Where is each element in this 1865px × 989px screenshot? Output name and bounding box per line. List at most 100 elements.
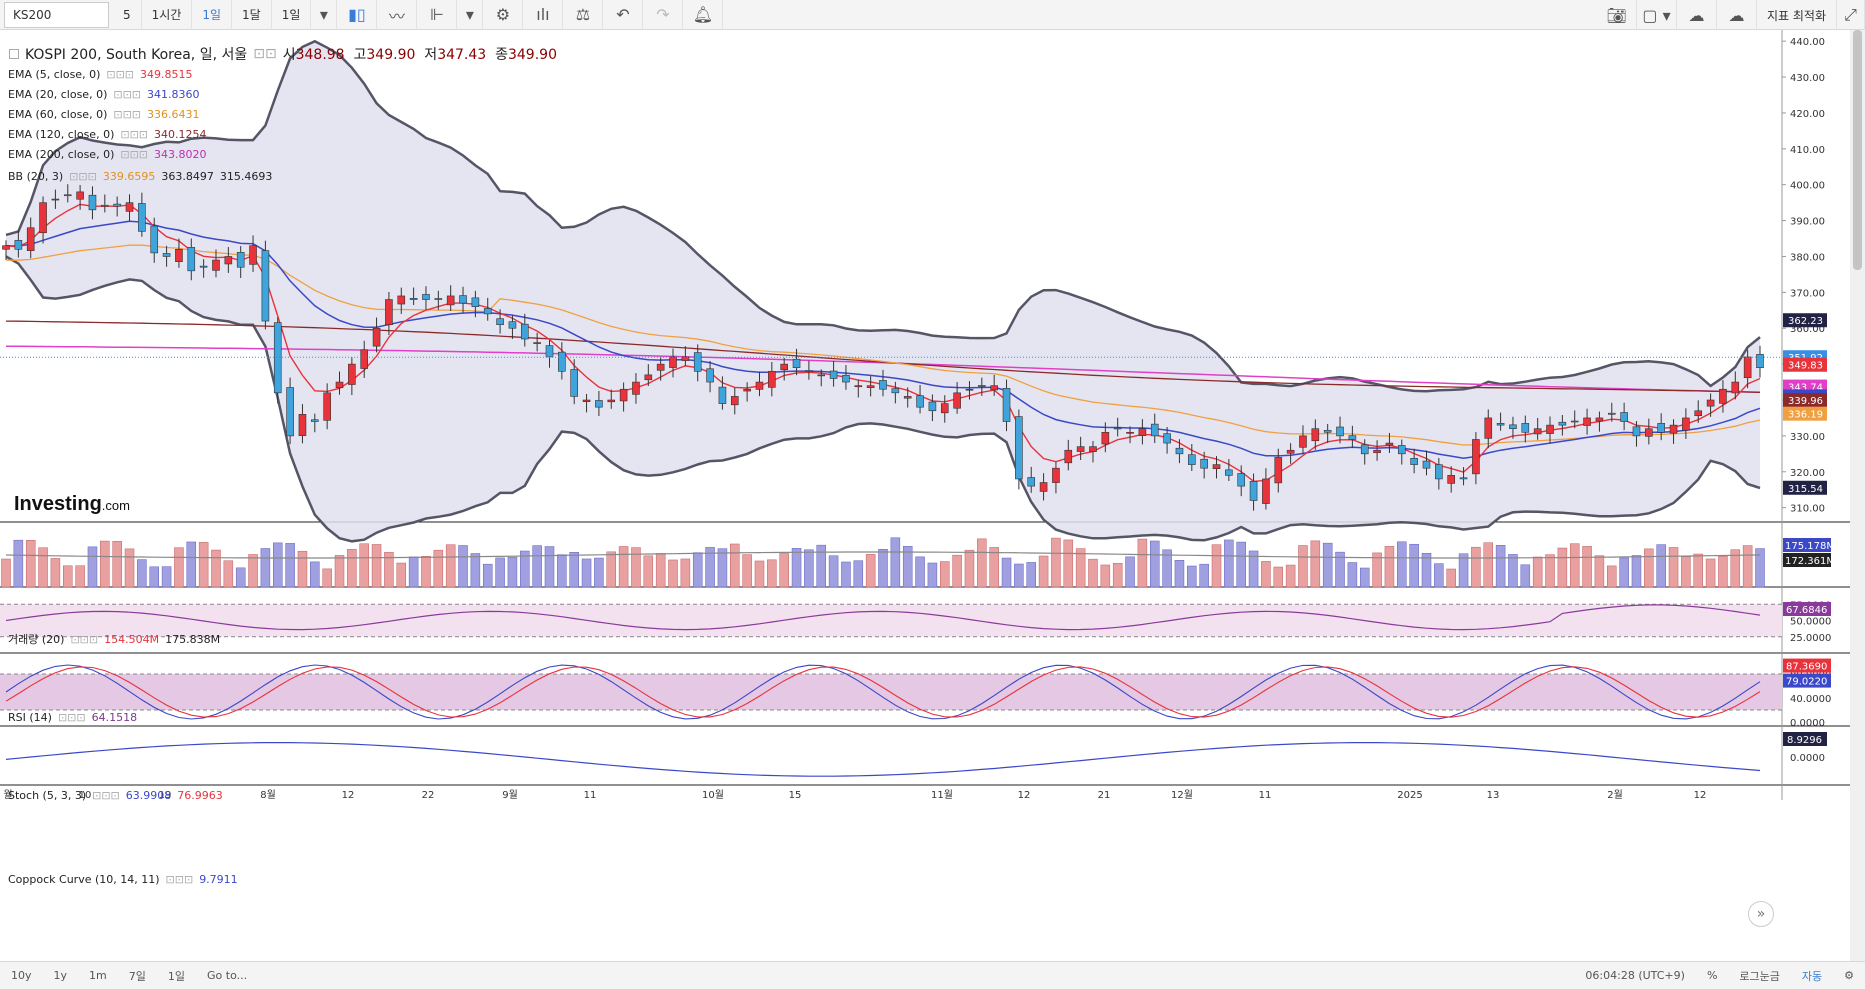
volume-bars bbox=[1, 537, 1765, 588]
alert-icon[interactable]: 🔔︎ bbox=[683, 0, 724, 30]
ema-settings-icons[interactable]: ⊡⊡⊡ bbox=[120, 148, 149, 161]
candle-body bbox=[1496, 423, 1505, 426]
close-value: 349.90 bbox=[507, 47, 557, 63]
line-chart-icon[interactable]: 〰 bbox=[377, 0, 418, 30]
range-1m[interactable]: 1m bbox=[89, 969, 107, 982]
rsi-settings-icons[interactable]: ⊡⊡⊡ bbox=[57, 711, 86, 724]
candle-body bbox=[965, 388, 974, 391]
undo-icon[interactable]: ↶ bbox=[603, 0, 644, 30]
rsi-band bbox=[0, 604, 1782, 637]
stoch-settings-icons[interactable]: ⊡⊡⊡ bbox=[92, 789, 120, 802]
volume-bar bbox=[137, 559, 147, 588]
stoch-tick-label: 0.0000 bbox=[1790, 718, 1825, 729]
candle-body bbox=[1286, 449, 1295, 454]
x-tick-label: 12 bbox=[1018, 790, 1031, 801]
volume-bar bbox=[174, 547, 184, 588]
ohlc-readout: 시348.98 고349.90 저347.43 종349.90 bbox=[283, 44, 557, 64]
ema-settings-icons[interactable]: ⊡⊡⊡ bbox=[113, 88, 142, 101]
cloud-download-icon[interactable]: ☁ bbox=[1677, 0, 1717, 30]
candle-body bbox=[323, 392, 331, 421]
bb-lower-line bbox=[5, 255, 1761, 543]
coppock-settings-icons[interactable]: ⊡⊡⊡ bbox=[165, 873, 194, 886]
close-label: 종 bbox=[495, 47, 508, 63]
candle-body bbox=[212, 259, 220, 271]
candle-body bbox=[903, 396, 912, 399]
volume-bar bbox=[557, 554, 567, 588]
candle-body bbox=[1422, 460, 1431, 469]
camera-icon[interactable]: 📷︎ bbox=[1597, 0, 1637, 30]
interval-5[interactable]: 5 bbox=[113, 0, 142, 30]
volume-bar bbox=[1359, 567, 1370, 588]
candle-body bbox=[1385, 442, 1394, 446]
candle-body bbox=[558, 351, 566, 372]
percent-toggle[interactable]: % bbox=[1706, 969, 1718, 982]
indicators-icon[interactable]: ılı bbox=[523, 0, 564, 30]
draw-dropdown-icon[interactable]: ▾ bbox=[457, 0, 484, 30]
volume-bar bbox=[347, 549, 357, 588]
bb-upper-value: 363.8497 bbox=[161, 170, 214, 183]
scroll-right-button[interactable]: » bbox=[1748, 901, 1774, 927]
settings-gear-icon[interactable]: ⚙ bbox=[1844, 969, 1854, 982]
auto-scale-toggle[interactable]: 자동 bbox=[1801, 969, 1823, 983]
volume-bar bbox=[1199, 563, 1209, 588]
redo-icon[interactable]: ↷ bbox=[643, 0, 684, 30]
optimize-button[interactable]: 지표 최적화 bbox=[1757, 0, 1837, 30]
interval-1m[interactable]: 1달 bbox=[232, 0, 272, 30]
fullscreen-icon[interactable]: ⤢ bbox=[1837, 0, 1865, 30]
candle-body bbox=[397, 295, 406, 305]
candle-body bbox=[1756, 354, 1764, 369]
goto-button[interactable]: Go to... bbox=[207, 969, 248, 982]
candle-type-icon[interactable]: ▮▯ bbox=[337, 0, 378, 30]
chart-canvas[interactable]: 440.00 430.00 420.00 410.00 400.00 390.00 380.… bbox=[0, 30, 1850, 961]
ema-settings-icons[interactable]: ⊡⊡⊡ bbox=[113, 108, 142, 121]
stoch-k-value: 63.9908 bbox=[125, 789, 172, 802]
scrollbar-thumb[interactable] bbox=[1853, 30, 1862, 270]
x-tick-label: 11월 bbox=[931, 789, 953, 801]
range-7d[interactable]: 7일 bbox=[128, 969, 146, 983]
ema-settings-icons[interactable]: ⊡⊡⊡ bbox=[106, 68, 135, 81]
main-legend: KOSPI 200, South Korea, 일, 서울 ⊡⊡ 시348.98… bbox=[8, 44, 557, 64]
range-1d[interactable]: 1일 bbox=[167, 969, 185, 983]
volume-bar bbox=[1063, 539, 1074, 588]
collapse-icon[interactable] bbox=[9, 49, 19, 59]
rsi-legend: RSI (14) ⊡⊡⊡ 64.1518 bbox=[8, 711, 137, 724]
rsi-tick-label: 50.0000 bbox=[1790, 617, 1831, 628]
volume-bar bbox=[384, 552, 394, 588]
compare-icon[interactable]: ⚖ bbox=[563, 0, 604, 30]
candle-body bbox=[138, 203, 146, 232]
volume-bar bbox=[1446, 568, 1456, 588]
page-scrollbar[interactable] bbox=[1850, 30, 1865, 961]
candle-body bbox=[1002, 388, 1011, 422]
candle-body bbox=[1348, 435, 1357, 440]
volume-bar bbox=[804, 549, 814, 588]
gear-icon[interactable]: ⚙ bbox=[483, 0, 524, 30]
ema-settings-icons[interactable]: ⊡⊡⊡ bbox=[120, 128, 149, 141]
log-scale-toggle[interactable]: 로그눈금 bbox=[1739, 969, 1780, 983]
draw-tool-icon[interactable]: ⊩ bbox=[417, 0, 458, 30]
volume-bar bbox=[100, 540, 110, 588]
interval-dropdown-icon[interactable]: ▾ bbox=[311, 0, 338, 30]
volume-settings-icons[interactable]: ⊡⊡⊡ bbox=[70, 632, 99, 646]
interval-1d[interactable]: 1일 bbox=[192, 0, 233, 30]
range-10y[interactable]: 10y bbox=[11, 969, 32, 982]
candle-body bbox=[805, 370, 813, 372]
bb-settings-icons[interactable]: ⊡⊡⊡ bbox=[69, 170, 97, 183]
volume-bar bbox=[742, 554, 752, 588]
layout-icon[interactable]: ▢ ▾ bbox=[1637, 0, 1677, 30]
settings-icons[interactable]: ⊡⊡ bbox=[253, 46, 277, 62]
bb-label: BB (20, 3) bbox=[8, 170, 64, 183]
volume-bar bbox=[1001, 557, 1012, 588]
symbol-input[interactable]: KS200 bbox=[4, 1, 109, 28]
candle-body bbox=[422, 294, 430, 300]
volume-bar bbox=[841, 561, 851, 588]
volume-bar bbox=[779, 553, 789, 588]
candle-body bbox=[113, 203, 121, 207]
price-tags: 362.23351.92349.83343.74340.99339.96336.… bbox=[1783, 313, 1827, 495]
volume-bar bbox=[977, 538, 987, 588]
cloud-upload-icon[interactable]: ☁ bbox=[1717, 0, 1757, 30]
candle-body bbox=[1360, 444, 1369, 455]
range-1y[interactable]: 1y bbox=[53, 969, 68, 982]
interval-1h[interactable]: 1시간 bbox=[142, 0, 193, 30]
candle-body bbox=[63, 194, 72, 197]
interval-custom[interactable]: 1일 bbox=[272, 0, 312, 30]
